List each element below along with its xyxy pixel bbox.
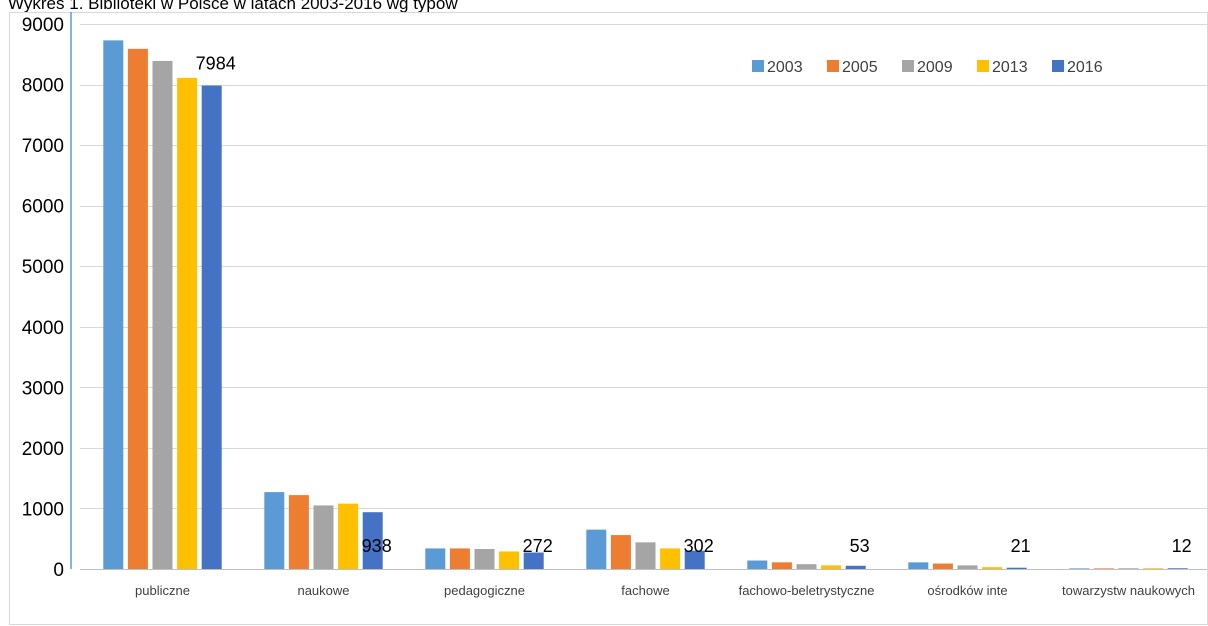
- y-tick-label: 2000: [22, 439, 64, 460]
- bar-osrodkow-inte-2003: [908, 562, 929, 569]
- y-tick-label: 1000: [22, 499, 64, 520]
- bar-publiczne-2009: [152, 60, 173, 569]
- data-label: 53: [850, 536, 870, 556]
- data-label: 938: [362, 536, 392, 556]
- bar-towarzystw-naukowych-2005: [1093, 568, 1114, 569]
- x-tick-label: publiczne: [135, 583, 190, 598]
- bar-fachowo-beletrystyczne-2005: [771, 562, 792, 569]
- legend-swatch-2016: [1052, 60, 1064, 72]
- legend-label: 2003: [767, 59, 803, 76]
- y-tick-label: 6000: [22, 197, 64, 218]
- legend-label: 2013: [992, 59, 1028, 76]
- bar-naukowe-2009: [313, 505, 334, 569]
- bar-fachowe-2016: [684, 550, 705, 569]
- gridlines: [80, 24, 1207, 570]
- bar-fachowo-beletrystyczne-2009: [796, 564, 817, 569]
- axes: [70, 12, 1207, 570]
- legend-label: 2009: [917, 59, 953, 76]
- y-tick-label: 9000: [22, 15, 64, 36]
- bar-towarzystw-naukowych-2016: [1167, 568, 1188, 569]
- legend: 2003 2005 2009 2013 2016: [752, 59, 1103, 76]
- bar-fachowo-beletrystyczne-2003: [747, 560, 768, 569]
- bar-fachowo-beletrystyczne-2016: [845, 565, 866, 569]
- data-labels: 7984 938 272 302 53 21 12: [196, 54, 1192, 556]
- bar-fachowe-2003: [586, 529, 607, 569]
- bar-pedagogiczne-2009: [474, 549, 495, 569]
- bar-osrodkow-inte-2016: [1006, 567, 1027, 569]
- bar-naukowe-2013: [338, 503, 359, 569]
- y-tick-label: 8000: [22, 76, 64, 97]
- x-tick-label: fachowo-beletrystyczne: [739, 583, 875, 598]
- bar-naukowe-2003: [264, 492, 285, 569]
- bar-pedagogiczne-2005: [449, 548, 470, 569]
- legend-label: 2016: [1067, 59, 1103, 76]
- bar-publiczne-2005: [127, 48, 148, 570]
- bar-pedagogiczne-2013: [499, 551, 520, 569]
- bar-towarzystw-naukowych-2003: [1069, 568, 1090, 569]
- x-tick-label: naukowe: [297, 583, 349, 598]
- data-label: 21: [1011, 536, 1031, 556]
- x-axis-ticks: publiczne naukowe pedagogiczne fachowe facho…: [135, 583, 1195, 598]
- bar-towarzystw-naukowych-2013: [1143, 568, 1164, 569]
- x-tick-label: fachowe: [621, 583, 669, 598]
- legend-label: 2005: [842, 59, 878, 76]
- data-label: 12: [1172, 536, 1192, 556]
- legend-swatch-2009: [902, 60, 914, 72]
- y-tick-label: 3000: [22, 378, 64, 399]
- legend-swatch-2003: [752, 60, 764, 72]
- data-label: 7984: [196, 54, 236, 74]
- bar-towarzystw-naukowych-2009: [1118, 568, 1139, 569]
- bar-fachowe-2005: [610, 535, 631, 569]
- bar-naukowe-2005: [288, 495, 309, 569]
- y-tick-label: 5000: [22, 257, 64, 278]
- bar-pedagogiczne-2003: [425, 548, 446, 569]
- data-label: 272: [523, 536, 553, 556]
- bar-pedagogiczne-2016: [523, 552, 544, 569]
- bar-fachowo-beletrystyczne-2013: [821, 565, 842, 569]
- data-label: 302: [684, 536, 714, 556]
- y-tick-label: 0: [53, 560, 64, 581]
- bar-osrodkow-inte-2009: [957, 565, 978, 569]
- x-tick-label: towarzystw naukowych: [1062, 583, 1195, 598]
- bar-fachowe-2013: [660, 548, 681, 569]
- bar-osrodkow-inte-2005: [932, 563, 953, 569]
- bar-osrodkow-inte-2013: [982, 567, 1003, 569]
- bar-naukowe-2016: [362, 512, 383, 569]
- bar-publiczne-2003: [103, 40, 124, 570]
- y-tick-label: 4000: [22, 318, 64, 339]
- bars: [103, 40, 1188, 570]
- legend-swatch-2013: [977, 60, 989, 72]
- y-axis-ticks: 0 1000 2000 3000 4000 5000 6000 7000 8000 9000: [22, 15, 64, 581]
- bar-publiczne-2016: [201, 85, 222, 569]
- chart-title: Wykres 1. Biblioteki w Polsce w latach 2…: [8, 0, 458, 13]
- bar-publiczne-2013: [177, 77, 198, 570]
- legend-swatch-2005: [827, 60, 839, 72]
- y-tick-label: 7000: [22, 136, 64, 157]
- x-tick-label: ośrodków inte: [927, 583, 1007, 598]
- bar-fachowe-2009: [635, 542, 656, 569]
- x-tick-label: pedagogiczne: [444, 583, 525, 598]
